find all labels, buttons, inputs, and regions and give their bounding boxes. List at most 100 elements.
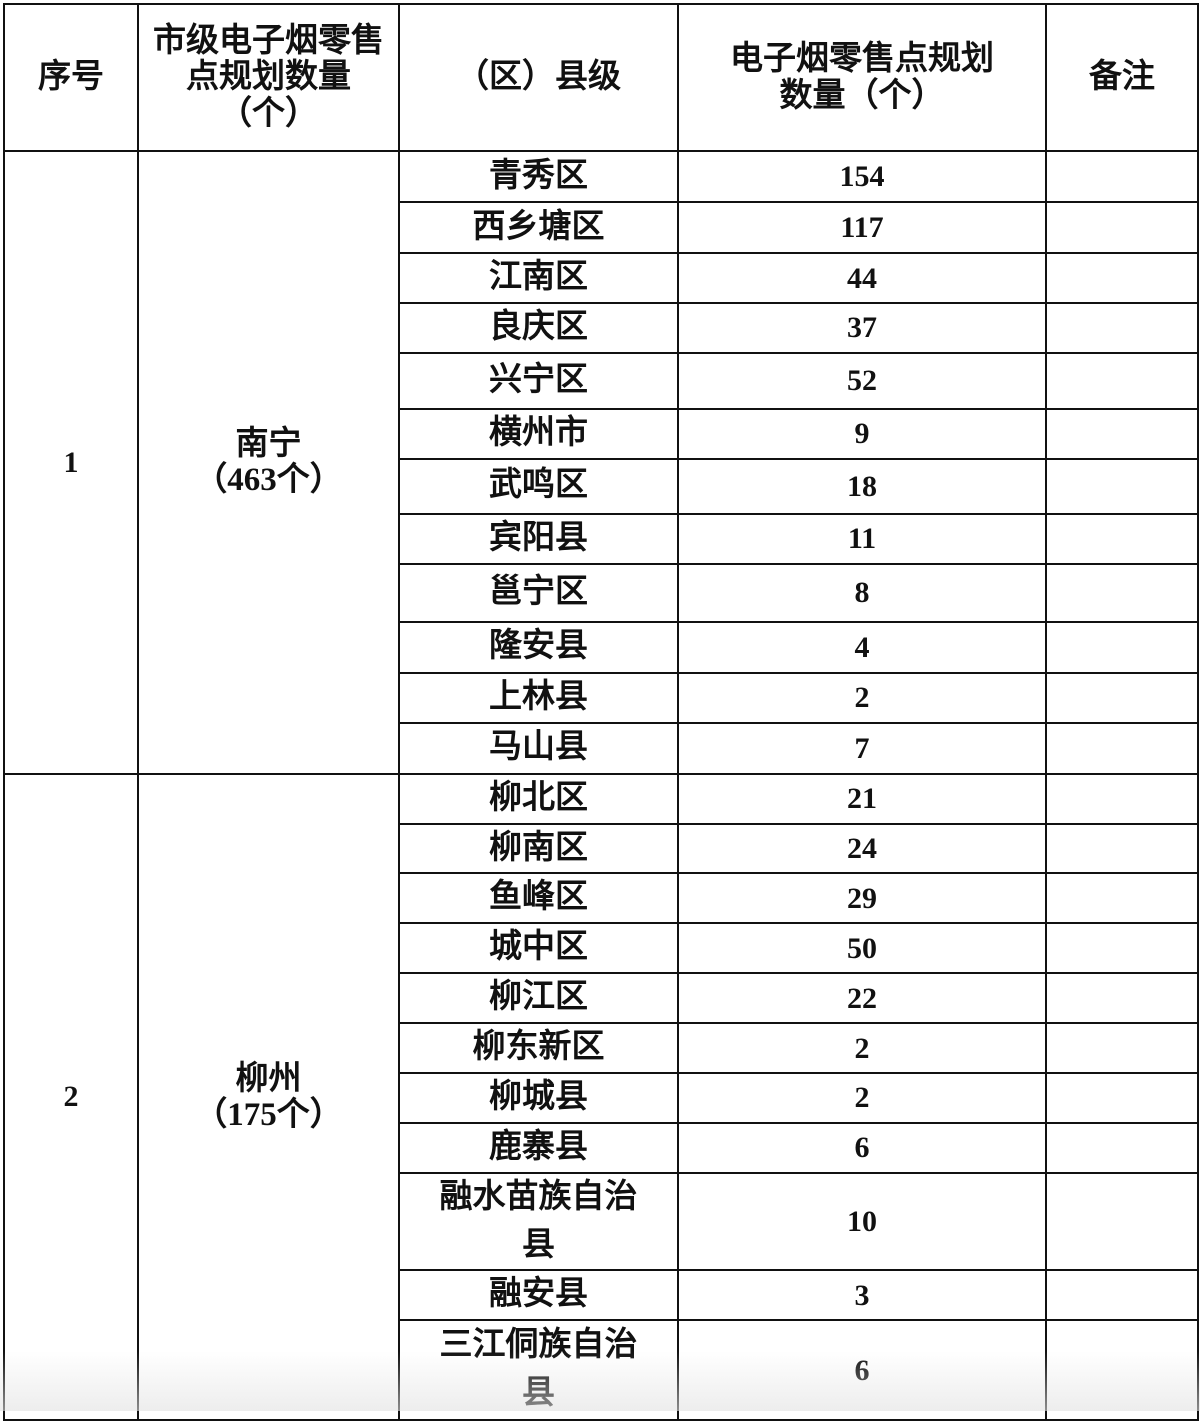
county-name: 兴宁区: [398, 351, 679, 410]
city-cell: 南宁 （463个）: [137, 150, 400, 775]
city-name: 柳州: [235, 1060, 302, 1097]
county-name: 宾阳县: [398, 512, 679, 565]
county-count: 10: [677, 1171, 1047, 1272]
table-row: 隆安县 4: [4, 620, 1199, 674]
remarks-cell: [1045, 972, 1199, 1025]
county-name: 柳东新区: [398, 1022, 679, 1075]
county-count: 6: [677, 1319, 1047, 1421]
county-count: 7: [677, 721, 1047, 775]
city-cell: 柳州 （175个）: [137, 772, 400, 1421]
group-index: 1: [3, 150, 139, 775]
remarks-cell: [1045, 457, 1199, 515]
remarks-cell: [1045, 1171, 1199, 1272]
remarks-cell: [1045, 772, 1199, 825]
county-count: 4: [677, 620, 1047, 674]
table-row: 上林县 2: [4, 671, 1199, 724]
county-name: 柳江区: [398, 972, 679, 1025]
remarks-cell: [1045, 1121, 1199, 1174]
remarks-cell: [1045, 721, 1199, 775]
county-count: 29: [677, 872, 1047, 925]
table-row: 柳南区 24: [4, 822, 1199, 875]
remarks-cell: [1045, 351, 1199, 410]
remarks-cell: [1045, 252, 1199, 304]
city-total: （463个）: [194, 462, 343, 499]
county-name: 马山县: [398, 721, 679, 775]
group-index: 2: [3, 772, 139, 1421]
table-row: 马山县 7: [4, 721, 1199, 775]
remarks-cell: [1045, 407, 1199, 460]
table-row: 鱼峰区 29: [4, 872, 1199, 925]
county-name: 青秀区: [398, 150, 679, 203]
table-row: 鹿寨县 6: [4, 1121, 1199, 1174]
county-name: 融安县: [398, 1269, 679, 1322]
table-row: 邕宁区 8: [4, 562, 1199, 623]
header-county-count: 电子烟零售点规划数量（个）: [677, 3, 1047, 152]
city-name: 南宁: [235, 426, 302, 463]
remarks-cell: [1045, 822, 1199, 875]
header-city-total: 市级电子烟零售点规划数量（个）: [137, 3, 400, 152]
remarks-cell: [1045, 150, 1199, 203]
table-row: 宾阳县 11: [4, 512, 1199, 565]
remarks-cell: [1045, 302, 1199, 354]
table-row: 柳江区 22: [4, 972, 1199, 1025]
header-county: （区）县级: [398, 3, 679, 152]
county-count: 52: [677, 351, 1047, 410]
county-count: 22: [677, 972, 1047, 1025]
county-name: 融水苗族自治县: [398, 1171, 679, 1272]
city-total: （175个）: [194, 1096, 343, 1133]
county-count: 11: [677, 512, 1047, 565]
remarks-cell: [1045, 1269, 1199, 1322]
table-row: 柳城县 2: [4, 1072, 1199, 1124]
county-name: 良庆区: [398, 302, 679, 354]
remarks-cell: [1045, 922, 1199, 975]
table-row: 城中区 50: [4, 922, 1199, 975]
table-row: 西乡塘区 117: [4, 201, 1199, 254]
county-name: 武鸣区: [398, 457, 679, 515]
retail-planning-table: 序号 市级电子烟零售点规划数量（个） （区）县级 电子烟零售点规划数量（个） 备…: [3, 3, 1199, 1421]
table-row: 兴宁区 52: [4, 351, 1199, 410]
county-name: 鱼峰区: [398, 872, 679, 925]
county-name: 江南区: [398, 252, 679, 304]
county-count: 50: [677, 922, 1047, 975]
table-row: 融安县 3: [4, 1269, 1199, 1322]
table-row: 江南区 44: [4, 252, 1199, 304]
table-row: 融水苗族自治县 10: [4, 1171, 1199, 1272]
county-name: 三江侗族自治县: [398, 1319, 679, 1421]
county-name: 鹿寨县: [398, 1121, 679, 1174]
remarks-cell: [1045, 1022, 1199, 1075]
county-name: 城中区: [398, 922, 679, 975]
county-name: 邕宁区: [398, 562, 679, 623]
county-count: 2: [677, 1072, 1047, 1124]
remarks-cell: [1045, 620, 1199, 674]
county-count: 44: [677, 252, 1047, 304]
county-count: 24: [677, 822, 1047, 875]
remarks-cell: [1045, 562, 1199, 623]
table-row: 横州市 9: [4, 407, 1199, 460]
county-name: 柳北区: [398, 772, 679, 825]
county-count: 21: [677, 772, 1047, 825]
remarks-cell: [1045, 1072, 1199, 1124]
county-count: 18: [677, 457, 1047, 515]
remarks-cell: [1045, 872, 1199, 925]
county-name: 西乡塘区: [398, 201, 679, 254]
header-remarks: 备注: [1045, 3, 1199, 152]
remarks-cell: [1045, 671, 1199, 724]
header-row: 序号 市级电子烟零售点规划数量（个） （区）县级 电子烟零售点规划数量（个） 备…: [3, 3, 1199, 152]
remarks-cell: [1045, 1319, 1199, 1421]
county-count: 117: [677, 201, 1047, 254]
county-name: 上林县: [398, 671, 679, 724]
table-row: 1 南宁 （463个） 青秀区 154: [3, 150, 1199, 775]
county-count: 3: [677, 1269, 1047, 1322]
county-count: 2: [677, 671, 1047, 724]
county-name: 隆安县: [398, 620, 679, 674]
remarks-cell: [1045, 512, 1199, 565]
county-count: 2: [677, 1022, 1047, 1075]
county-count: 37: [677, 302, 1047, 354]
header-index: 序号: [3, 3, 139, 152]
county-name: 柳城县: [398, 1072, 679, 1124]
remarks-cell: [1045, 201, 1199, 254]
county-name: 横州市: [398, 407, 679, 460]
county-count: 6: [677, 1121, 1047, 1174]
table-row: 武鸣区 18: [4, 457, 1199, 515]
table-row: 2 柳州 （175个） 柳北区 21: [3, 772, 1199, 1421]
